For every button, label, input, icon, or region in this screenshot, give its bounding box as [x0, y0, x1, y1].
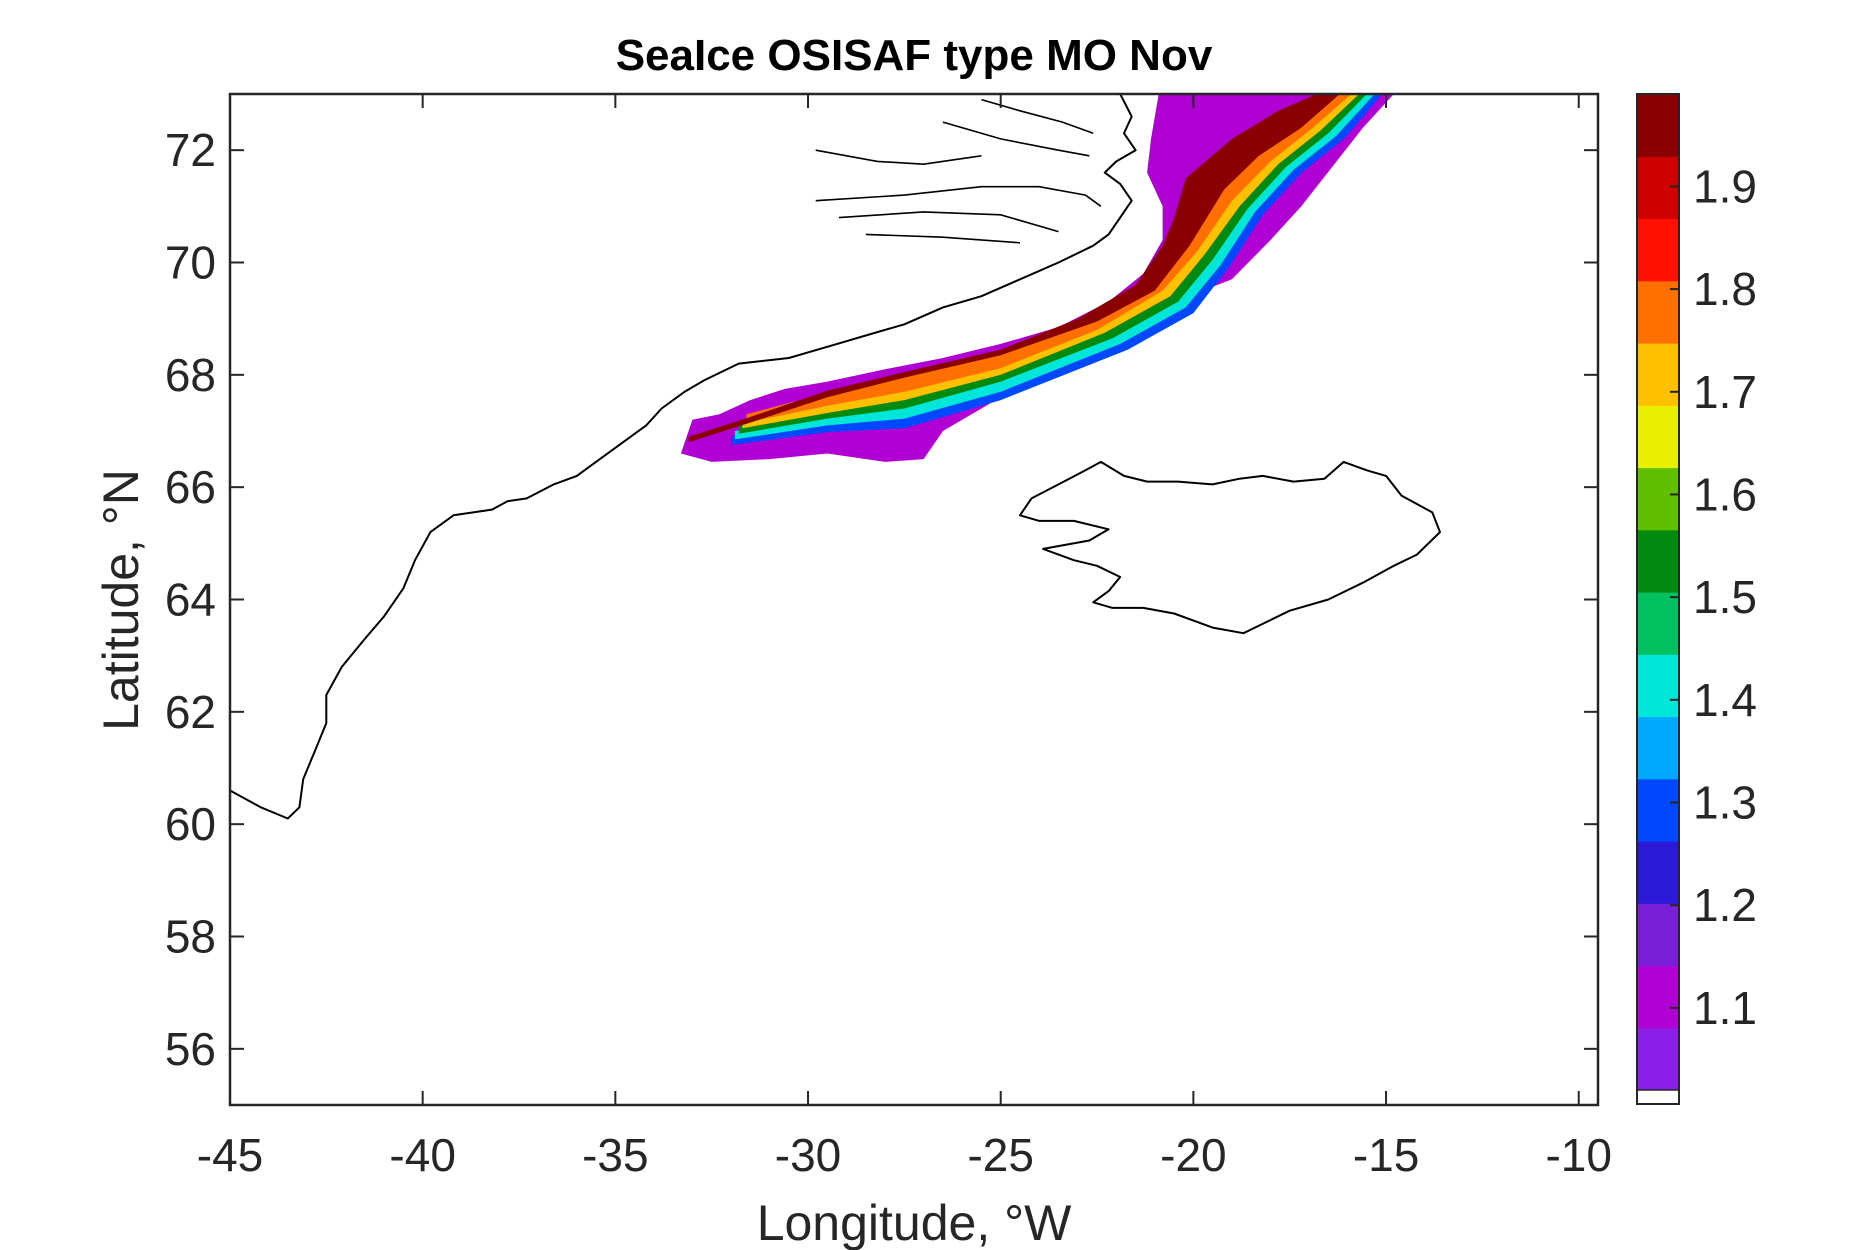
ice-band-5	[688, 94, 1340, 443]
sea-ice-field	[680, 94, 1394, 462]
colorbar-tick-label: 1.7	[1693, 366, 1757, 418]
colorbar-segment	[1637, 965, 1679, 1029]
colorbar-segment	[1637, 94, 1679, 157]
fjord-line-3	[815, 149, 982, 166]
colorbar-segment	[1637, 218, 1679, 282]
y-tick-label: 64	[165, 574, 216, 626]
colorbar-tick-label: 1.8	[1693, 263, 1757, 315]
colorbar-segment	[1637, 841, 1679, 904]
y-tick-label: 68	[165, 349, 216, 401]
iceland-coastline	[1019, 460, 1441, 635]
colorbar-segment	[1637, 529, 1679, 593]
y-tick-label: 70	[165, 237, 216, 289]
plot-area	[230, 94, 1598, 1105]
colorbar-nodata	[1636, 1089, 1680, 1105]
y-tick-label: 60	[165, 798, 216, 850]
chart-title: SeaIce OSISAF type MO Nov	[616, 31, 1213, 80]
colorbar-tick-label: 1.1	[1693, 982, 1757, 1034]
y-tick-label: 58	[165, 911, 216, 963]
x-axis-label: Longitude, °W	[757, 1195, 1072, 1250]
x-axis: -45 -40 -35 -30 -25 -20 -15 -10	[197, 94, 1612, 1181]
colorbar-segment	[1637, 467, 1679, 531]
colorbar-segment	[1637, 405, 1679, 469]
colorbar-segment	[1637, 903, 1679, 967]
colorbar-segment	[1637, 156, 1679, 220]
y-tick-label: 56	[165, 1023, 216, 1075]
y-axis-label: Latitude, °N	[93, 469, 149, 731]
x-tick-label: -35	[582, 1129, 648, 1181]
x-tick-label: -45	[197, 1129, 263, 1181]
fjord-line-1	[838, 211, 1059, 233]
y-tick-label: 66	[165, 461, 216, 513]
colorbar-segment	[1637, 1027, 1679, 1091]
coastlines	[230, 94, 1441, 820]
colorbar-segment	[1637, 654, 1679, 718]
colorbar-tick-label: 1.4	[1693, 674, 1757, 726]
colorbar-tick-label: 1.5	[1693, 571, 1757, 623]
greenland-coastline	[230, 94, 1137, 820]
colorbar-tick-label: 1.9	[1693, 160, 1757, 212]
x-tick-label: -40	[389, 1129, 455, 1181]
x-tick-label: -20	[1160, 1129, 1226, 1181]
colorbar-segment	[1637, 280, 1679, 344]
colorbar-segment	[1637, 778, 1679, 842]
colorbar-segment	[1637, 716, 1679, 780]
colorbar-frame	[1636, 93, 1680, 1105]
fjord-line-0	[815, 185, 1102, 207]
colorbar-tick-label: 1.3	[1693, 776, 1757, 828]
y-tick-label: 72	[165, 124, 216, 176]
x-tick-label: -10	[1545, 1129, 1611, 1181]
ice-band-0	[731, 94, 1383, 445]
colorbar-segment	[1637, 343, 1679, 406]
colorbar-tick-label: 1.2	[1693, 879, 1757, 931]
y-tick-label: 62	[165, 686, 216, 738]
fjord-line-2	[865, 233, 1021, 244]
colorbar-segment	[1637, 592, 1679, 655]
y-axis: 56 58 60 62 64 66 68 70 72	[165, 124, 1598, 1075]
x-tick-label: -15	[1353, 1129, 1419, 1181]
x-tick-label: -25	[967, 1129, 1033, 1181]
colorbar-tick-label: 1.6	[1693, 468, 1757, 520]
colorbar: 1.1 1.2 1.3 1.4 1.5 1.6 1.7 1.8 1.9	[1636, 93, 1757, 1105]
x-tick-label: -30	[775, 1129, 841, 1181]
fjord-line-5	[942, 121, 1090, 157]
